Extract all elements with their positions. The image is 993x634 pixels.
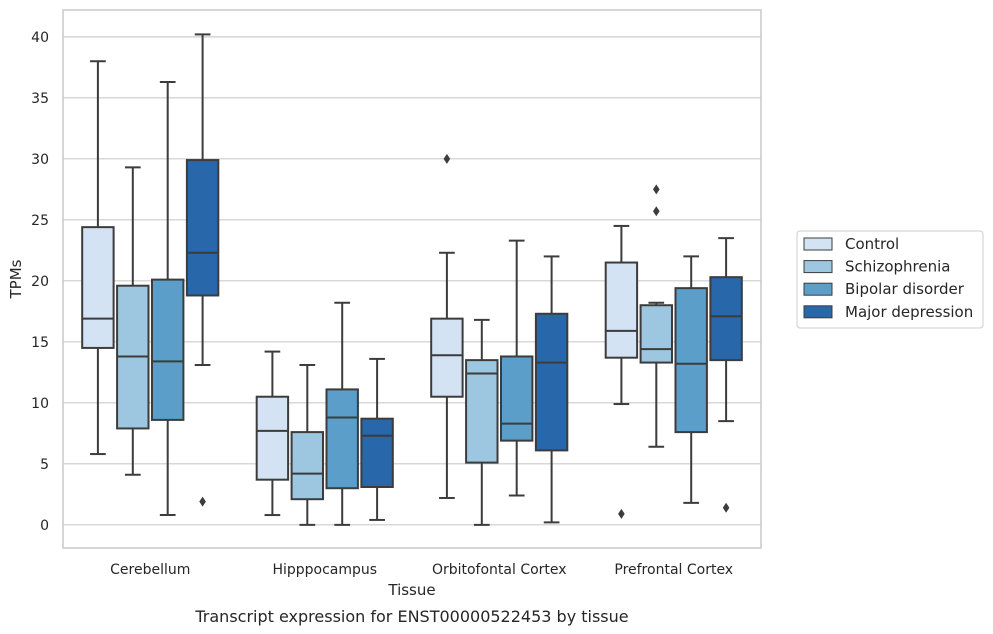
outlier-point (618, 508, 625, 519)
box-4-4 (709, 237, 743, 513)
box-1-3 (430, 153, 464, 499)
box-3-2 (325, 301, 359, 526)
outlier-point (653, 184, 660, 195)
box-body (639, 304, 674, 364)
legend-swatch (803, 237, 833, 251)
box-body (534, 312, 569, 452)
y-tick-label: 25 (31, 213, 49, 229)
box-4-3 (534, 255, 569, 524)
box-2-4 (639, 184, 674, 448)
box-1-1 (81, 60, 115, 456)
x-tick-labels: Cerebellum Hipppocampus Orbitofontal Corte… (110, 562, 733, 578)
legend-frame (796, 230, 984, 329)
y-tick-label: 30 (31, 152, 49, 168)
x-tick-label: Prefrontal Cortex (614, 562, 733, 578)
outlier-point (653, 206, 660, 217)
box-body (290, 431, 325, 501)
y-tick-label: 15 (31, 335, 49, 351)
boxes (81, 33, 743, 526)
box-body (150, 278, 185, 421)
y-axis-label: TPMs (7, 259, 25, 299)
x-tick-label: Hipppocampus (272, 562, 377, 578)
box-1-2 (255, 350, 290, 517)
legend-swatch (803, 282, 833, 296)
legend-label: Major depression (845, 303, 973, 321)
legend-swatch (803, 305, 833, 319)
box-body (499, 355, 534, 442)
outlier-point (722, 502, 730, 513)
legend-label: Control (845, 235, 899, 253)
y-tick-labels: 0 5 10 15 20 25 30 35 40 (31, 30, 49, 534)
box-body (465, 359, 499, 464)
y-tick-label: 20 (31, 274, 49, 290)
box-body (430, 317, 464, 398)
legend-label: Bipolar disorder (845, 280, 965, 298)
x-tick-label: Cerebellum (110, 562, 190, 578)
chart-caption: Transcript expression for ENST0000052245… (194, 607, 628, 626)
legend-label: Schizophrenia (845, 258, 950, 276)
box-body (709, 276, 743, 362)
box-2-1 (116, 166, 150, 476)
box-2-3 (465, 318, 499, 526)
legend-swatch (803, 260, 833, 274)
x-axis-label: Tissue (387, 581, 435, 599)
y-tick-label: 10 (31, 396, 49, 412)
y-tick-label: 5 (40, 457, 49, 473)
box-body (674, 287, 708, 434)
x-tick-label: Orbitofontal Cortex (432, 562, 567, 578)
box-body (360, 417, 394, 489)
outlier-point (443, 153, 451, 164)
box-3-3 (499, 239, 534, 497)
box-4-1 (185, 33, 220, 507)
outlier-point (199, 496, 206, 507)
box-body (604, 261, 639, 359)
box-body (185, 159, 220, 297)
box-2-2 (290, 364, 325, 526)
box-body (325, 388, 359, 490)
legend: Control Schizophrenia Bipolar disorder Majo… (796, 230, 984, 329)
box-3-1 (150, 80, 185, 517)
box-3-4 (674, 255, 708, 504)
y-tick-label: 0 (40, 518, 49, 534)
y-tick-label: 35 (31, 91, 49, 107)
y-tick-label: 40 (31, 30, 49, 46)
box-body (81, 226, 115, 349)
box-1-4 (604, 224, 639, 519)
box-body (255, 395, 290, 481)
box-4-2 (360, 357, 394, 521)
plot-frame (62, 9, 762, 549)
